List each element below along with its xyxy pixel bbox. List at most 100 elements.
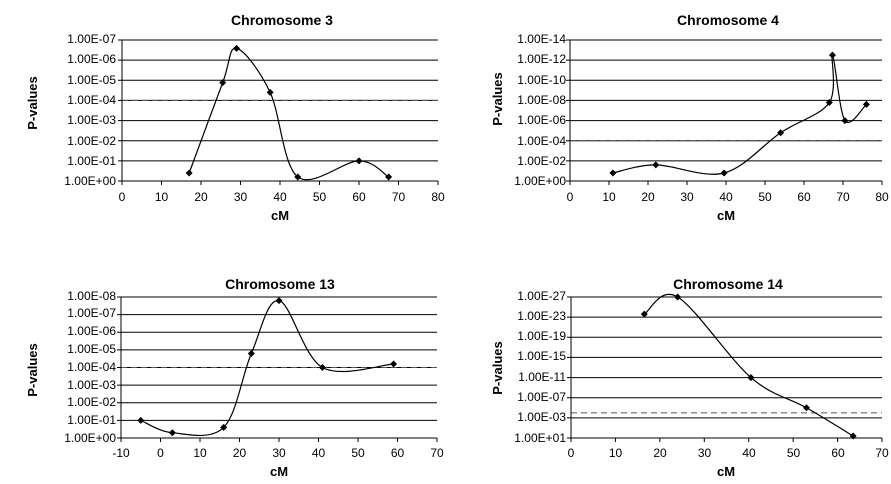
panel-3-x-tick-label: 50 (351, 446, 365, 460)
panel-1-y-tick-label: 1.00E-04 (67, 93, 116, 107)
panel-4-x-tick-label: 20 (653, 446, 667, 460)
panel-4-x-tick-label: 30 (698, 446, 712, 460)
panel-3-y-tick-label: 1.00E-07 (67, 306, 116, 320)
data-point (294, 173, 302, 181)
panel-3-x-tick-label: 30 (272, 446, 286, 460)
panel-3-x-tick-label: -10 (112, 446, 130, 460)
panel-2-y-tick-label: 1.00E-10 (517, 73, 566, 87)
data-point (640, 310, 648, 318)
data-point (652, 161, 660, 169)
panel-1-y-tick-label: 1.00E-07 (67, 32, 116, 46)
panel-3-y-tick-labels: 1.00E+00 1.00E-01 1.00E-02 1.00E-03 1.00… (64, 289, 116, 445)
data-point (275, 297, 283, 305)
panel-3-y-tick-label: 1.00E+00 (64, 431, 116, 445)
panel-1-x-tick-label: 50 (313, 190, 327, 204)
panel-1-y-tick-label: 1.00E-02 (67, 134, 116, 148)
panel-4-y-tick-label: 1.00E-27 (517, 289, 566, 303)
data-point (825, 98, 833, 106)
panel-1-ylabel: P-values (25, 76, 40, 129)
panel-3-x-tick-label: 60 (391, 446, 405, 460)
panel-2-x-tick-label: 40 (719, 190, 733, 204)
panel-2-y-tick-label: 1.00E-14 (517, 32, 566, 46)
panel-1-x-tick-label: 70 (392, 190, 406, 204)
data-point (247, 349, 255, 357)
panel-2-x-tick-labels: 0 10 20 30 40 50 60 70 80 (567, 190, 889, 204)
panel-4-y-tick-label: 1.00E+01 (514, 431, 566, 445)
panel-3-x-tick-label: 70 (430, 446, 444, 460)
panel-1-y-tick-label: 1.00E-01 (67, 154, 116, 168)
panel-4-ylabel: P-values (490, 341, 505, 394)
panel-1-x-tick-label: 20 (194, 190, 208, 204)
panel-3-x-tick-label: 40 (312, 446, 326, 460)
panel-4-x-tick-labels: 0 10 20 30 40 50 60 70 (568, 446, 889, 460)
panel-4-plot-area (567, 293, 883, 442)
panel-2-x-tick-label: 60 (797, 190, 811, 204)
data-point (674, 293, 682, 301)
panel-3-y-tick-label: 1.00E-05 (67, 342, 116, 356)
panel-3-title: Chromosome 13 (225, 276, 335, 292)
panel-1-y-tick-label: 1.00E-06 (67, 52, 116, 66)
data-point (185, 169, 193, 177)
panel-4-y-tick-label: 1.00E-03 (517, 410, 566, 424)
panel-3-y-tick-label: 1.00E-04 (67, 360, 116, 374)
data-point (841, 117, 849, 125)
data-point (220, 423, 228, 431)
panel-3-y-tick-label: 1.00E-06 (67, 324, 116, 338)
panel-3-y-tick-label: 1.00E-03 (67, 378, 116, 392)
panel-3-y-tick-label: 1.00E-08 (67, 289, 116, 303)
data-point (168, 429, 176, 437)
panel-2-x-tick-label: 0 (567, 190, 574, 204)
panel-3-ylabel: P-values (25, 343, 40, 396)
panel-1-x-tick-label: 0 (119, 190, 126, 204)
panel-chromosome-3: Chromosome 3 P-values 1.00E+00 1.00E-01 … (25, 12, 445, 223)
panel-2-y-tick-label: 1.00E-12 (517, 52, 566, 66)
panel-2-x-tick-label: 70 (836, 190, 850, 204)
panel-2-y-tick-label: 1.00E-06 (517, 113, 566, 127)
panel-2-y-tick-labels: 1.00E+00 1.00E-02 1.00E-04 1.00E-06 1.00… (514, 32, 566, 188)
data-point (137, 416, 145, 424)
data-point (609, 169, 617, 177)
panel-1-x-tick-label: 40 (273, 190, 287, 204)
panel-1-xlabel: cM (271, 208, 289, 223)
panel-3-y-tick-label: 1.00E-01 (67, 413, 116, 427)
panel-4-x-tick-label: 40 (742, 446, 756, 460)
data-point (747, 374, 755, 382)
panel-1-x-tick-label: 80 (431, 190, 445, 204)
panel-2-ylabel: P-values (490, 72, 505, 125)
panel-3-x-tick-labels: -10 0 10 20 30 40 50 60 70 (112, 446, 444, 460)
data-point (862, 100, 870, 108)
data-point (849, 432, 857, 440)
panel-4-x-tick-label: 70 (875, 446, 889, 460)
panel-1-x-tick-label: 30 (234, 190, 248, 204)
panel-1-x-tick-label: 60 (352, 190, 366, 204)
data-point (828, 51, 836, 59)
panel-2-x-tick-label: 80 (875, 190, 889, 204)
panel-4-y-tick-label: 1.00E-11 (518, 370, 566, 384)
panel-4-x-tick-label: 50 (787, 446, 801, 460)
data-point (355, 157, 363, 165)
panel-2-y-tick-label: 1.00E-04 (517, 134, 566, 148)
panel-2-x-tick-label: 10 (602, 190, 616, 204)
series-line (612, 54, 867, 175)
data-point (390, 360, 398, 368)
panel-4-y-tick-label: 1.00E-23 (517, 309, 566, 323)
data-point (318, 364, 326, 371)
panel-4-y-tick-labels: 1.00E+01 1.00E-03 1.00E-07 1.00E-11 1.00… (514, 289, 566, 445)
panel-3-x-tick-label: 20 (233, 446, 247, 460)
panel-2-xlabel: cM (717, 208, 735, 223)
panel-4-x-tick-label: 0 (568, 446, 575, 460)
panel-2-y-tick-label: 1.00E+00 (514, 174, 566, 188)
panel-2-y-tick-label: 1.00E-08 (517, 93, 566, 107)
panel-2-title: Chromosome 4 (677, 12, 779, 28)
panel-1-title: Chromosome 3 (231, 12, 333, 28)
data-point (802, 404, 810, 412)
panel-4-x-tick-label: 60 (831, 446, 845, 460)
panel-4-y-tick-label: 1.00E-07 (517, 390, 566, 404)
panel-2-x-tick-label: 20 (641, 190, 655, 204)
panel-chromosome-14: Chromosome 14 P-values 1.00E+01 1.00E-03… (490, 276, 889, 479)
data-point (385, 173, 393, 181)
panel-2-x-tick-label: 50 (758, 190, 772, 204)
series-line (643, 293, 854, 437)
panel-3-x-tick-label: 10 (193, 446, 207, 460)
